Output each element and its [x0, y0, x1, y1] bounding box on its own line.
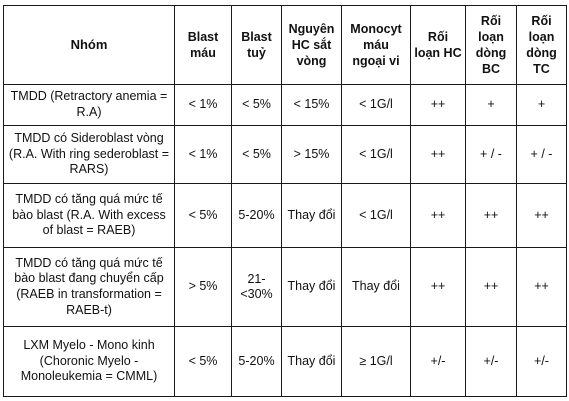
group-cell: TMDD có tăng quá mức tế bào blast đang c…: [3, 247, 175, 328]
blast-marrow-cell: < 5%: [231, 124, 282, 185]
ring-sideroblast-cell: Thay đổi: [281, 326, 342, 397]
ring-sideroblast-cell: > 15%: [281, 124, 342, 185]
wbc-disorder-cell: ++: [465, 247, 517, 328]
platelet-disorder-cell: +: [516, 84, 567, 126]
monocyte-cell: Thay đổi: [341, 247, 411, 328]
header-ring-sideroblast: Nguyên HC sắt vòng: [281, 5, 342, 85]
blast-marrow-cell: 5-20%: [231, 183, 282, 249]
table-row: TMDD (Retractory anemia = R.A) < 1% < 5%…: [3, 84, 567, 126]
platelet-disorder-cell: ++: [516, 247, 567, 328]
monocyte-cell: < 1G/l: [341, 183, 411, 249]
monocyte-cell: < 1G/l: [341, 84, 411, 126]
header-blast-marrow: Blast tuỷ: [231, 5, 282, 85]
ring-sideroblast-cell: < 15%: [281, 84, 342, 126]
header-row: Nhóm Blast máu Blast tuỷ Nguyên HC sắt v…: [3, 5, 567, 85]
ring-sideroblast-cell: Thay đổi: [281, 183, 342, 249]
platelet-disorder-cell: +/-: [516, 326, 567, 397]
blast-blood-cell: < 1%: [174, 84, 232, 126]
table-row: TMDD có Sideroblast vòng (R.A. With ring…: [3, 124, 567, 185]
wbc-disorder-cell: +/-: [465, 326, 517, 397]
rbc-disorder-cell: ++: [410, 247, 466, 328]
classification-table-container: Nhóm Blast máu Blast tuỷ Nguyên HC sắt v…: [3, 5, 567, 397]
rbc-disorder-cell: ++: [410, 183, 466, 249]
platelet-disorder-cell: + / -: [516, 124, 567, 185]
table-row: TMDD có tăng quá mức tế bào blast (R.A. …: [3, 183, 567, 249]
mds-classification-table: Nhóm Blast máu Blast tuỷ Nguyên HC sắt v…: [3, 5, 567, 397]
blast-marrow-cell: 21-<30%: [231, 247, 282, 328]
table-row: LXM Myelo - Mono kinh (Choronic Myelo - …: [3, 326, 567, 397]
blast-marrow-cell: < 5%: [231, 84, 282, 126]
platelet-disorder-cell: ++: [516, 183, 567, 249]
header-rbc-disorder: Rối loạn HC: [410, 5, 466, 85]
header-group: Nhóm: [3, 5, 175, 85]
group-cell: TMDD (Retractory anemia = R.A): [3, 84, 175, 126]
blast-blood-cell: < 5%: [174, 326, 232, 397]
blast-marrow-cell: 5-20%: [231, 326, 282, 397]
rbc-disorder-cell: ++: [410, 84, 466, 126]
blast-blood-cell: < 1%: [174, 124, 232, 185]
group-cell: TMDD có Sideroblast vòng (R.A. With ring…: [3, 124, 175, 185]
header-blast-blood: Blast máu: [174, 5, 232, 85]
rbc-disorder-cell: ++: [410, 124, 466, 185]
wbc-disorder-cell: +: [465, 84, 517, 126]
wbc-disorder-cell: ++: [465, 183, 517, 249]
monocyte-cell: < 1G/l: [341, 124, 411, 185]
header-wbc-disorder: Rối loạn dòng BC: [465, 5, 517, 85]
ring-sideroblast-cell: Thay đổi: [281, 247, 342, 328]
monocyte-cell: ≥ 1G/l: [341, 326, 411, 397]
table-row: TMDD có tăng quá mức tế bào blast đang c…: [3, 247, 567, 328]
blast-blood-cell: < 5%: [174, 183, 232, 249]
header-platelet-disorder: Rối loạn dòng TC: [516, 5, 567, 85]
blast-blood-cell: > 5%: [174, 247, 232, 328]
group-cell: TMDD có tăng quá mức tế bào blast (R.A. …: [3, 183, 175, 249]
rbc-disorder-cell: +/-: [410, 326, 466, 397]
wbc-disorder-cell: + / -: [465, 124, 517, 185]
header-peripheral-monocyte: Monocyt máu ngoại vi: [341, 5, 411, 85]
group-cell: LXM Myelo - Mono kinh (Choronic Myelo - …: [3, 326, 175, 397]
